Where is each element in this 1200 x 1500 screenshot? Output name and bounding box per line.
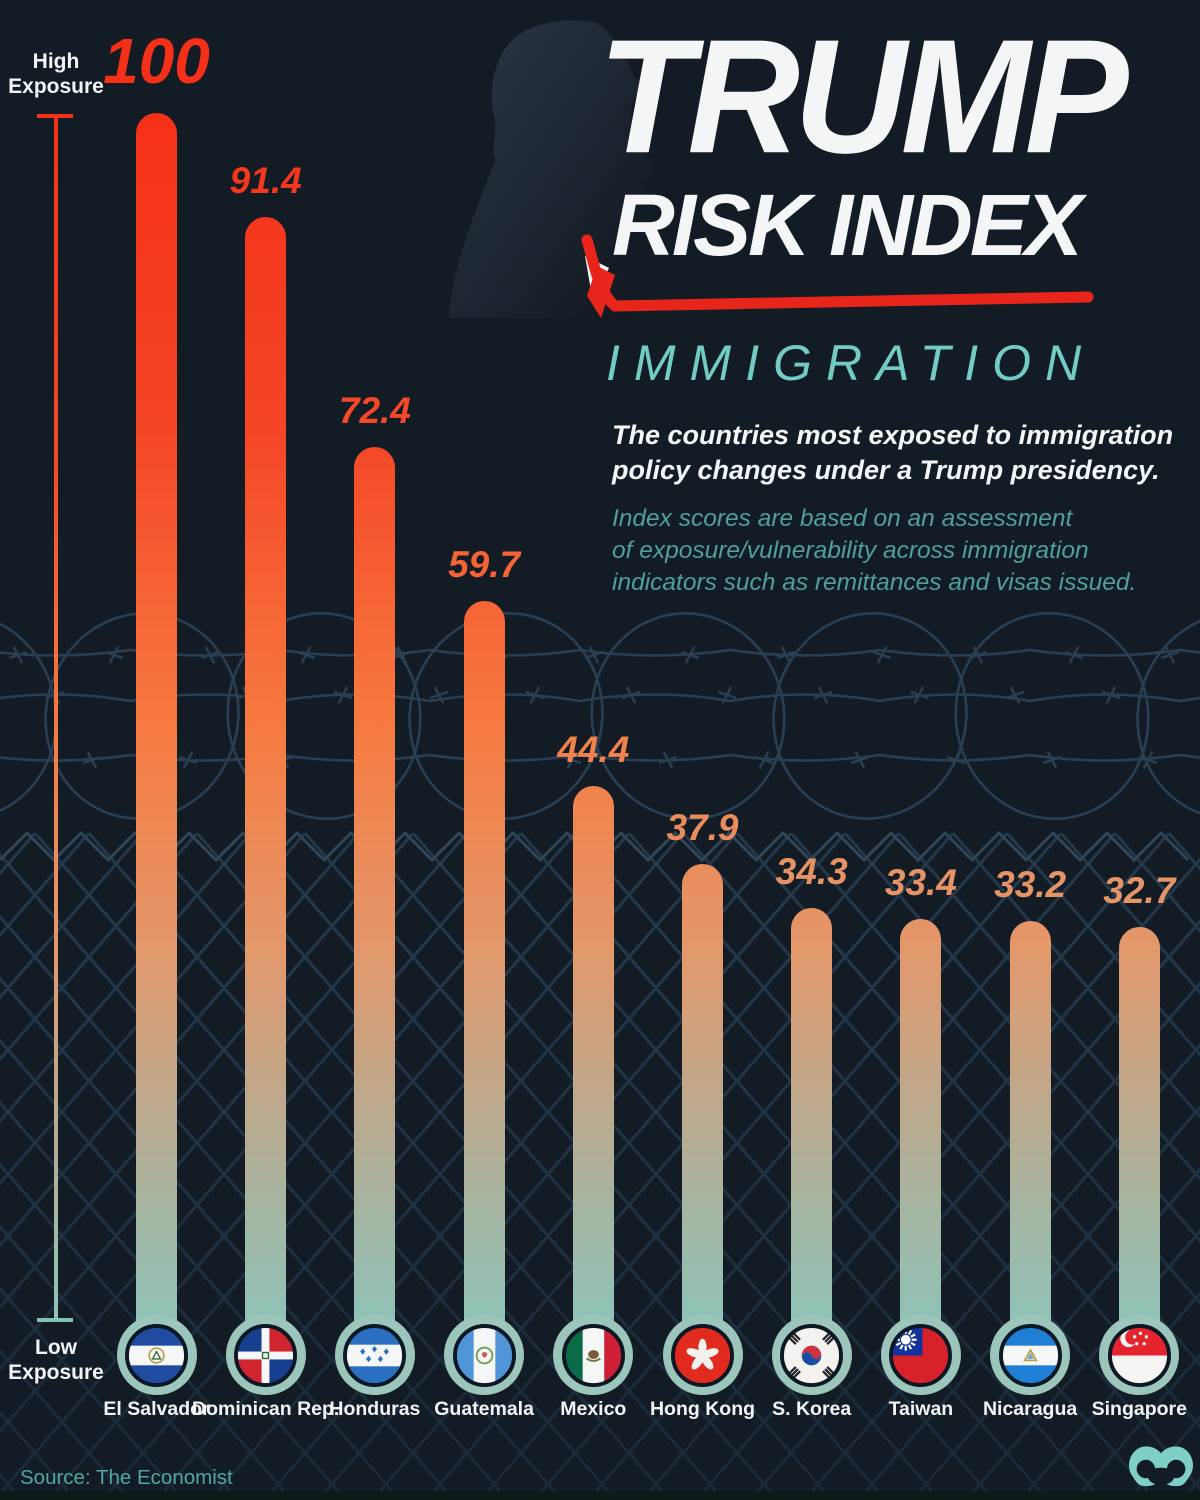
axis-tick-bottom bbox=[37, 1318, 73, 1322]
description-text: The countries most exposed to immigratio… bbox=[612, 420, 1174, 485]
flag-disc bbox=[662, 1315, 743, 1395]
axis-line bbox=[54, 116, 58, 1318]
country-label: Honduras bbox=[329, 1398, 421, 1420]
flag-south-korea-icon bbox=[780, 1323, 844, 1387]
flag-disc bbox=[116, 1315, 197, 1395]
flag-singapore-icon bbox=[1107, 1323, 1171, 1387]
flag-guatemala-icon bbox=[452, 1323, 516, 1387]
flag-disc bbox=[553, 1315, 634, 1395]
flag-el-salvador-icon bbox=[125, 1323, 188, 1387]
category-heading: IMMIGRATION bbox=[606, 335, 1096, 391]
bar-value-label: 34.3 bbox=[775, 851, 848, 892]
source-credit: Source: The Economist bbox=[20, 1466, 233, 1489]
bar-value-label: 33.2 bbox=[994, 864, 1067, 905]
bar-value-label: 33.4 bbox=[884, 862, 957, 903]
page-title: TRUMP bbox=[598, 6, 1129, 188]
bottom-strip bbox=[0, 1491, 1200, 1500]
flag-disc bbox=[444, 1315, 525, 1395]
country-label: Hong Kong bbox=[649, 1398, 756, 1420]
bar-dominican-republic bbox=[245, 217, 287, 1332]
bar-value-label: 59.7 bbox=[448, 544, 521, 585]
bar-taiwan bbox=[900, 919, 942, 1332]
page-title-line2: RISK INDEX bbox=[612, 177, 1083, 274]
flag-disc bbox=[334, 1315, 415, 1395]
bar-value-label: 91.4 bbox=[229, 160, 302, 201]
bar-value-label: 72.4 bbox=[338, 390, 411, 431]
country-label: Dominican Rep. bbox=[192, 1398, 340, 1420]
bar-nicaragua bbox=[1009, 921, 1051, 1332]
bar-el-salvador bbox=[136, 113, 177, 1332]
methodology-note: Index scores are based on an assessment … bbox=[612, 505, 1137, 596]
bar-guatemala bbox=[463, 601, 505, 1332]
bar-south-korea bbox=[791, 908, 833, 1332]
bar-value-label: 37.9 bbox=[666, 807, 739, 848]
flag-disc bbox=[1099, 1315, 1180, 1395]
bar-value-label: 32.7 bbox=[1103, 870, 1176, 911]
country-label: Singapore bbox=[1091, 1398, 1187, 1420]
flag-hong-kong-icon bbox=[671, 1323, 734, 1387]
country-label: El Salvador bbox=[103, 1398, 210, 1420]
bar-mexico bbox=[572, 786, 614, 1332]
flag-disc bbox=[771, 1315, 852, 1395]
voronoi-binoculars-logo-icon bbox=[1129, 1446, 1193, 1487]
flag-mexico-icon bbox=[561, 1323, 625, 1387]
bar-value-label: 100 bbox=[103, 25, 210, 97]
bar-hong-kong bbox=[682, 864, 723, 1332]
flag-disc bbox=[990, 1315, 1071, 1395]
country-label: Taiwan bbox=[888, 1398, 954, 1420]
flag-disc bbox=[225, 1315, 306, 1395]
flag-nicaragua-icon bbox=[998, 1323, 1062, 1387]
country-label: Nicaragua bbox=[982, 1398, 1078, 1420]
axis-label-high-exposure: High Exposure bbox=[8, 50, 104, 98]
flag-taiwan-icon bbox=[889, 1323, 953, 1387]
bar-honduras bbox=[354, 447, 396, 1332]
flag-honduras-icon bbox=[343, 1323, 407, 1387]
axis-label-low-exposure: Low Exposure bbox=[8, 1336, 104, 1384]
bar-singapore bbox=[1118, 927, 1160, 1332]
flag-dominican-republic-icon bbox=[234, 1323, 298, 1387]
bar-value-label: 44.4 bbox=[557, 729, 630, 770]
country-label: Guatemala bbox=[434, 1398, 534, 1420]
country-label: Mexico bbox=[560, 1398, 627, 1420]
red-underline-swoosh bbox=[581, 234, 1094, 312]
country-label: S. Korea bbox=[772, 1398, 852, 1420]
flag-disc bbox=[880, 1315, 961, 1395]
